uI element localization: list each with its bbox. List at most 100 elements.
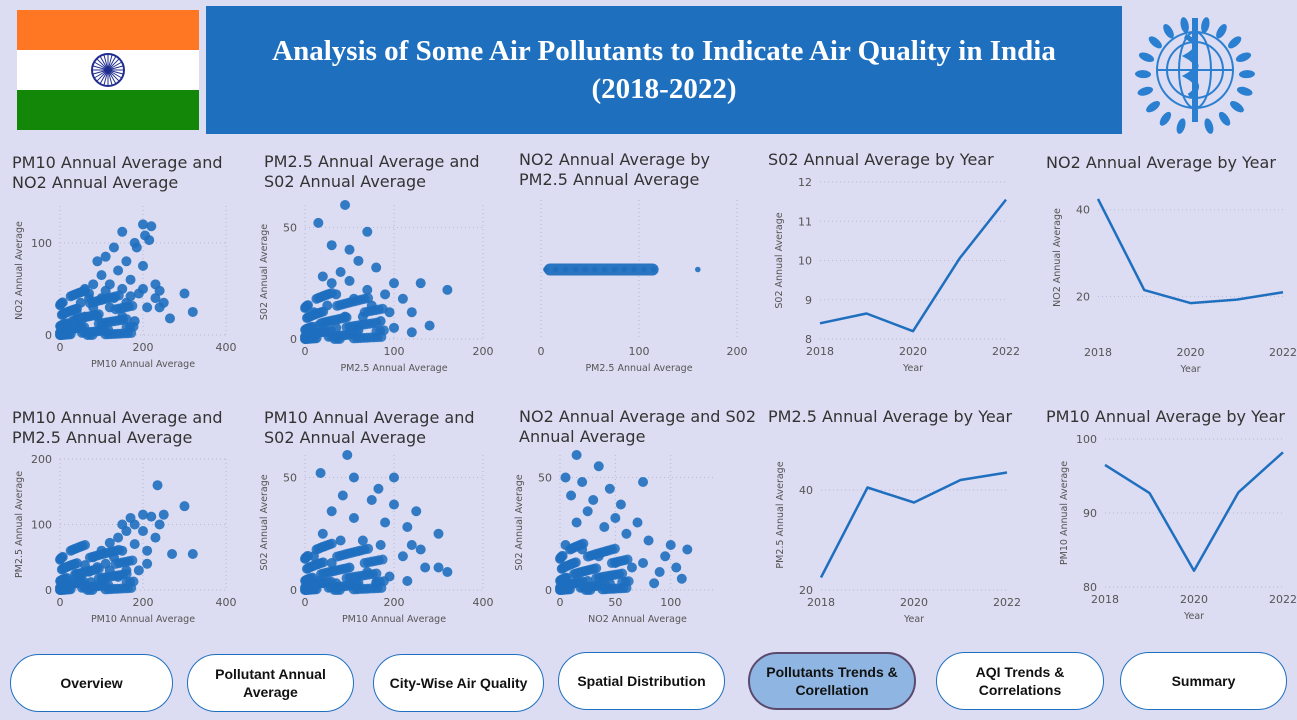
laurel-leaf (1180, 17, 1189, 33)
scatter-chart-pm10-no2[interactable]: 0 100 0 200 400 PM10 Annual Average NO2 Annual… (0, 195, 250, 375)
scatter-point (121, 569, 132, 580)
scatter-point (100, 251, 111, 262)
chart-title-pm10-by-year: PM10 Annual Average by Year (1046, 407, 1285, 426)
who-emblem-logo (1135, 17, 1255, 134)
nav-button-overview[interactable]: Overview (10, 654, 173, 712)
y-axis-title: NO2 Annual Average (1052, 208, 1063, 307)
scatter-point (303, 300, 314, 311)
scatter-point (126, 328, 137, 339)
x-tick-label: 0 (538, 345, 545, 358)
laurel-leaf (1235, 52, 1252, 62)
laurel-leaf (1137, 86, 1154, 96)
scatter-point (582, 266, 588, 273)
scatter-chart-pm10-so2[interactable]: 0 50 0 200 400 PM10 Annual Average S02 Annual … (250, 450, 500, 630)
scatter-point (311, 584, 322, 595)
nav-button-pollutants-trends-correlation[interactable]: Pollutants Trends & Corellation (748, 652, 916, 710)
scatter-point (397, 293, 408, 304)
scatter-point (121, 314, 132, 325)
x-tick-label: 2022 (1269, 593, 1297, 606)
scatter-point (433, 562, 444, 573)
nav-button-summary[interactable]: Summary (1120, 652, 1287, 710)
scatter-point (125, 274, 136, 285)
y-axis-title: PM2.5 Annual Average (775, 461, 786, 568)
scatter-point (380, 289, 391, 300)
scatter-point (313, 217, 324, 228)
scatter-point (103, 325, 114, 336)
scatter-point (326, 325, 337, 336)
scatter-point (420, 562, 431, 573)
scatter-point (158, 297, 169, 308)
scatter-chart-pm25-so2[interactable]: 0 50 0 100 200 PM2.5 Annual Average S02 Annual… (250, 195, 500, 375)
scatter-point (562, 266, 569, 273)
dashboard-subtitle: (2018-2022) (591, 73, 737, 105)
laurel-leaf (1238, 70, 1255, 79)
line-chart-so2-by-year[interactable]: 8 9 10 11 12 2018 2020 2022 Year S02 Annual Avera… (750, 175, 1030, 375)
scatter-point (131, 242, 142, 253)
line-chart-pm25-by-year[interactable]: 20 40 2018 2020 2022 Year PM2.5 Annual Average (750, 430, 1030, 630)
scatter-point (660, 551, 671, 562)
scatter-point (129, 539, 140, 550)
scatter-point (96, 270, 107, 281)
laurel-leaf (1218, 111, 1231, 126)
scatter-point (600, 579, 611, 590)
scatter-point (158, 509, 169, 520)
nav-button-city-wise-air-quality[interactable]: City-Wise Air Quality (373, 654, 544, 712)
scatter-point (335, 535, 346, 546)
scatter-point (561, 572, 572, 583)
line-chart-no2-by-year[interactable]: 20 40 2018 2020 2022 Year NO2 Annual Average (1030, 170, 1297, 375)
scatter-point (577, 576, 588, 587)
scatter-point (326, 538, 337, 549)
nav-button-spatial-distribution[interactable]: Spatial Distribution (558, 652, 725, 710)
scatter-point (377, 303, 388, 314)
scatter-point (351, 328, 362, 339)
scatter-point (415, 278, 426, 289)
x-tick-label: 200 (133, 596, 154, 609)
scatter-point (371, 262, 382, 273)
series-line (819, 471, 1008, 579)
scatter-point (341, 312, 352, 323)
scatter-point (334, 584, 345, 595)
scatter-point (154, 285, 165, 296)
scatter-point (125, 512, 136, 523)
scatter-point (389, 278, 399, 289)
scatter-point (363, 543, 374, 554)
scatter-chart-no2-so2[interactable]: 0 50 0 50 100 NO2 Annual Average S02 Annual Av… (500, 450, 750, 630)
scatter-point (92, 256, 103, 267)
scatter-point (578, 538, 589, 549)
scatter-point (626, 562, 637, 573)
scatter-point (604, 483, 615, 494)
y-axis-title: S02 Annual Average (259, 224, 270, 320)
scatter-point (340, 200, 351, 210)
scatter-point (138, 509, 148, 520)
scatter-point (376, 582, 387, 593)
scatter-point (87, 329, 98, 340)
nav-button-aqi-trends-correlations[interactable]: AQI Trends & Correlations (936, 652, 1104, 710)
scatter-point (610, 513, 621, 523)
scatter-point (80, 285, 91, 296)
scatter-point (555, 582, 566, 593)
scatter-point (632, 517, 643, 528)
scatter-point (357, 535, 368, 546)
scatter-point (154, 519, 165, 530)
line-chart-pm10-by-year[interactable]: 80 90 100 2018 2020 2022 Year PM10 Annual Avera… (1030, 430, 1297, 630)
scatter-point (79, 576, 90, 587)
y-tick-label: 0 (290, 333, 297, 346)
y-tick-label: 40 (1076, 204, 1090, 217)
scatter-point (87, 584, 98, 595)
chart-title-so2-by-year: S02 Annual Average by Year (768, 150, 994, 169)
scatter-point (631, 266, 637, 273)
scatter-point (311, 333, 322, 344)
laurel-leaf (1138, 52, 1155, 62)
scatter-point (371, 317, 382, 328)
chart-title-pm10-no2: PM10 Annual Average and NO2 Annual Averag… (12, 153, 223, 192)
nav-button-pollutant-annual-average[interactable]: Pollutant Annual Average (187, 654, 354, 712)
chart-title-no2-so2: NO2 Annual Average and S02 Annual Average (519, 407, 757, 446)
y-axis-title: PM2.5 Annual Average (14, 471, 25, 578)
scatter-point (389, 499, 399, 510)
scatter-band (543, 263, 659, 276)
scatter-chart-pm10-pm25[interactable]: 0 100 200 0 200 400 PM10 Annual Average PM2.5 A… (0, 450, 250, 630)
scatter-chart-no2-by-pm25[interactable]: 0 100 200 PM2.5 Annual Average (500, 195, 750, 375)
scatter-point (138, 219, 148, 230)
scatter-point (351, 579, 362, 590)
laurel-leaf (1135, 70, 1152, 79)
